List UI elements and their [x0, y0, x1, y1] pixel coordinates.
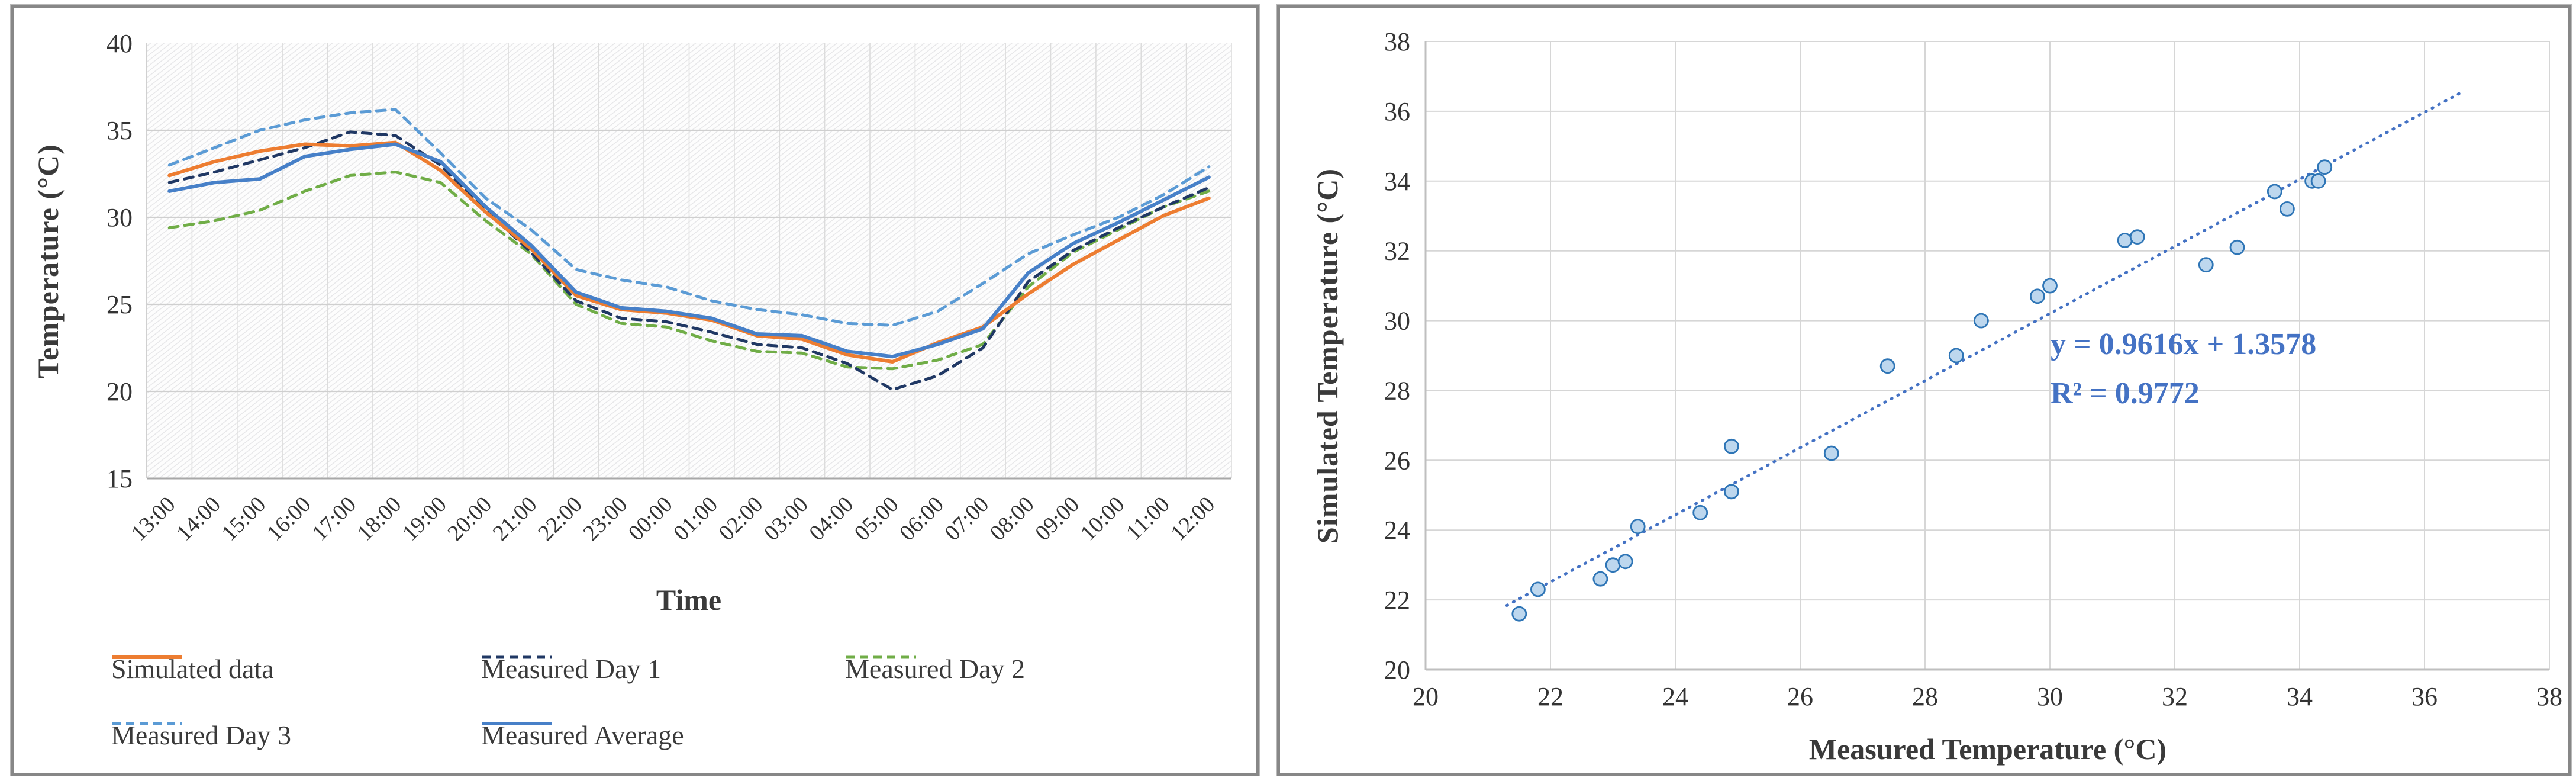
y-tick-label: 28 [1384, 376, 1410, 405]
line-chart-svg: 15 20 25 30 35 40 13:0014:0015:0016:0017:0018:… [107, 29, 1232, 546]
scatter-chart-svg: 20 22 24 26 28 30 32 34 36 38 20 22 24 26 28 30 32 34 36 38 [1384, 27, 2562, 711]
scatter-point-5 [1630, 519, 1646, 535]
y-tick-label: 22 [1384, 586, 1410, 615]
scatter-point-10 [1879, 358, 1895, 374]
scatter-point-3 [1605, 557, 1621, 573]
scatter-point-16 [2129, 229, 2145, 245]
y-tick-label: 30 [1384, 307, 1410, 336]
y-tick-label: 25 [107, 290, 133, 319]
trendline-annotation: y = 0.9616x + 1.3578 R² = 0.9772 [2051, 327, 2316, 410]
y-tick-label: 24 [1384, 516, 1410, 545]
trendline-r-squared: R² = 0.9772 [2051, 377, 2200, 411]
trendline-equation: y = 0.9616x + 1.3578 [2051, 327, 2317, 361]
line-chart-y-axis-title: Temperature (°C) [31, 144, 65, 378]
scatter-point-8 [1724, 438, 1739, 454]
x-tick-label: 24 [1662, 682, 1688, 711]
scatter-point-19 [2267, 184, 2282, 200]
scatter-point-20 [2280, 201, 2295, 217]
x-tick-label: 14:00 [172, 492, 225, 546]
x-tick-label: 05:00 [850, 492, 904, 546]
y-tick-label: 36 [1384, 97, 1410, 126]
scatter-point-17 [2198, 257, 2214, 273]
x-tick-label: 11:00 [1121, 492, 1175, 545]
y-tick-label: 35 [107, 116, 133, 145]
y-tick-label: 32 [1384, 237, 1410, 266]
legend-item-4: Measured Average [481, 719, 684, 751]
scatter-point-13 [2030, 288, 2045, 304]
x-tick-label: 06:00 [895, 492, 949, 546]
x-tick-label: 30 [2037, 682, 2063, 711]
x-tick-label: 34 [2287, 682, 2313, 711]
y-tick-label: 38 [1384, 27, 1410, 56]
x-tick-label: 23:00 [578, 492, 632, 546]
x-tick-label: 26 [1787, 682, 1813, 711]
x-tick-label: 01:00 [669, 492, 723, 546]
x-tick-label: 00:00 [624, 492, 678, 546]
x-tick-label: 20 [1413, 682, 1439, 711]
x-tick-label: 32 [2162, 682, 2188, 711]
y-tick-label: 20 [107, 377, 133, 406]
x-tick-label: 18:00 [353, 492, 407, 546]
scatter-point-6 [1692, 504, 1708, 520]
scatter-point-7 [1724, 484, 1739, 500]
scatter-x-axis-title: Measured Temperature (°C) [1808, 732, 2167, 766]
line-chart-x-axis-title: Time [656, 583, 722, 616]
scatter-point-12 [1974, 313, 1989, 329]
legend-item-3: Measured Day 3 [111, 719, 291, 751]
scatter-point-23 [2317, 159, 2333, 175]
legend-swatch-icon [112, 655, 182, 659]
legend-swatch-icon [112, 722, 182, 725]
series-line-4 [167, 142, 1211, 359]
x-tick-label: 19:00 [398, 492, 452, 546]
x-tick-label: 02:00 [714, 492, 768, 546]
legend-swatch-icon [482, 722, 552, 725]
x-tick-label: 10:00 [1076, 492, 1130, 546]
x-tick-label: 09:00 [1030, 492, 1084, 546]
x-tick-label: 17:00 [307, 492, 361, 546]
scatter-point-15 [2117, 233, 2133, 248]
line-chart-panel: 15 20 25 30 35 40 13:00 14:00 15:00 16:00 17:00 18:… [11, 5, 1259, 776]
x-tick-label: 20:00 [443, 492, 496, 546]
x-tick-label: 04:00 [804, 492, 858, 546]
legend-item-2: Measured Day 2 [845, 653, 1025, 684]
x-tick-label: 28 [1912, 682, 1938, 711]
trendline [1505, 91, 2464, 607]
x-tick-label: 38 [2536, 682, 2562, 711]
legend-swatch-icon [482, 655, 552, 659]
x-tick-label: 21:00 [488, 492, 542, 546]
y-tick-label: 40 [107, 29, 133, 58]
x-tick-label: 36 [2411, 682, 2438, 711]
scatter-point-2 [1592, 571, 1608, 587]
scatter-point-9 [1823, 445, 1839, 461]
scatter-chart-panel: 20 22 24 26 28 30 32 34 36 38 20 22 24 26 28 30 32 34 36 38… [1277, 5, 2571, 776]
y-tick-label: 30 [107, 203, 133, 232]
scatter-point-11 [1948, 348, 1964, 364]
x-tick-label: 22:00 [533, 492, 587, 546]
scatter-point-0 [1511, 606, 1527, 622]
line-chart-legend: Simulated data Measured Day 1 Measured Day… [14, 631, 1256, 767]
x-tick-label: 12:00 [1166, 492, 1220, 546]
legend-item-0: Simulated data [111, 653, 274, 684]
x-tick-label: 03:00 [759, 492, 813, 546]
y-tick-label: 26 [1384, 446, 1410, 475]
legend-item-1: Measured Day 1 [481, 653, 661, 684]
series-line-1 [167, 130, 1211, 391]
y-tick-label: 15 [107, 464, 133, 493]
scatter-point-14 [2042, 278, 2058, 294]
x-tick-label: 13:00 [127, 492, 180, 546]
scatter-point-22 [2310, 173, 2326, 189]
series-line-3 [167, 108, 1211, 327]
x-tick-label: 22 [1537, 682, 1563, 711]
y-tick-label: 20 [1384, 655, 1410, 684]
x-tick-label: 08:00 [985, 492, 1039, 546]
legend-swatch-icon [846, 655, 916, 659]
scatter-point-1 [1530, 581, 1546, 597]
y-tick-label: 34 [1384, 167, 1410, 196]
x-tick-label: 16:00 [262, 492, 316, 546]
scatter-y-axis-title: Simulated Temperature (°C) [1311, 168, 1344, 544]
scatter-point-4 [1617, 554, 1633, 570]
x-tick-label: 07:00 [940, 492, 994, 546]
scatter-point-18 [2229, 239, 2245, 255]
x-tick-label: 15:00 [217, 492, 270, 546]
